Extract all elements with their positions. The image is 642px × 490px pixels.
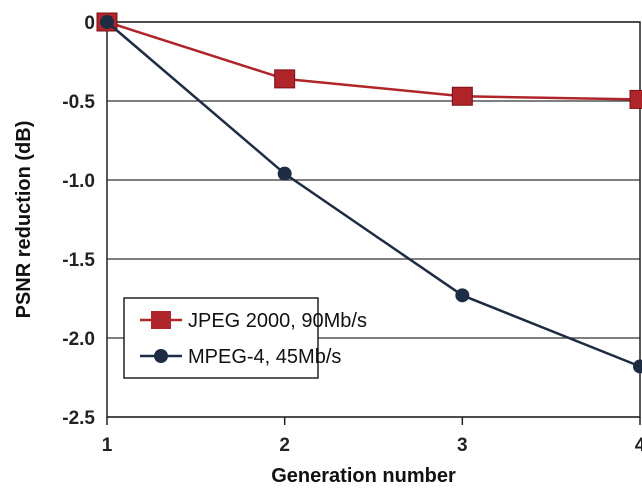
x-axis-title: Generation number [271,465,456,487]
legend-marker-mpeg4 [154,349,168,363]
data-point-jpeg2000 [275,70,295,88]
legend-label-jpeg2000: JPEG 2000, 90Mb/s [188,310,367,332]
x-tick-label: 4 [635,435,642,456]
y-tick-label: -1.5 [62,250,95,271]
data-point-mpeg4 [278,167,292,181]
data-point-mpeg4 [633,359,642,373]
x-axis-ticks: 1 2 3 4 [102,417,642,456]
data-point-jpeg2000 [630,90,642,108]
y-tick-label: -1.0 [62,171,95,192]
legend-label-mpeg4: MPEG-4, 45Mb/s [188,346,341,368]
data-point-mpeg4 [455,288,469,302]
y-tick-label: 0 [84,13,95,34]
y-axis-ticks: 0 -0.5 -1.0 -1.5 -2.0 -2.5 [62,13,95,429]
y-axis-title: PSNR reduction (dB) [13,121,35,319]
series-line-jpeg2000 [107,22,640,99]
y-tick-label: -2.0 [62,329,95,350]
data-point-jpeg2000 [452,87,472,105]
y-tick-label: -0.5 [62,92,95,113]
data-point-mpeg4 [100,15,114,29]
x-tick-label: 3 [457,435,468,456]
x-tick-label: 2 [279,435,290,456]
y-tick-label: -2.5 [62,408,95,429]
x-tick-label: 1 [102,435,113,456]
legend-marker-jpeg2000 [151,311,171,329]
